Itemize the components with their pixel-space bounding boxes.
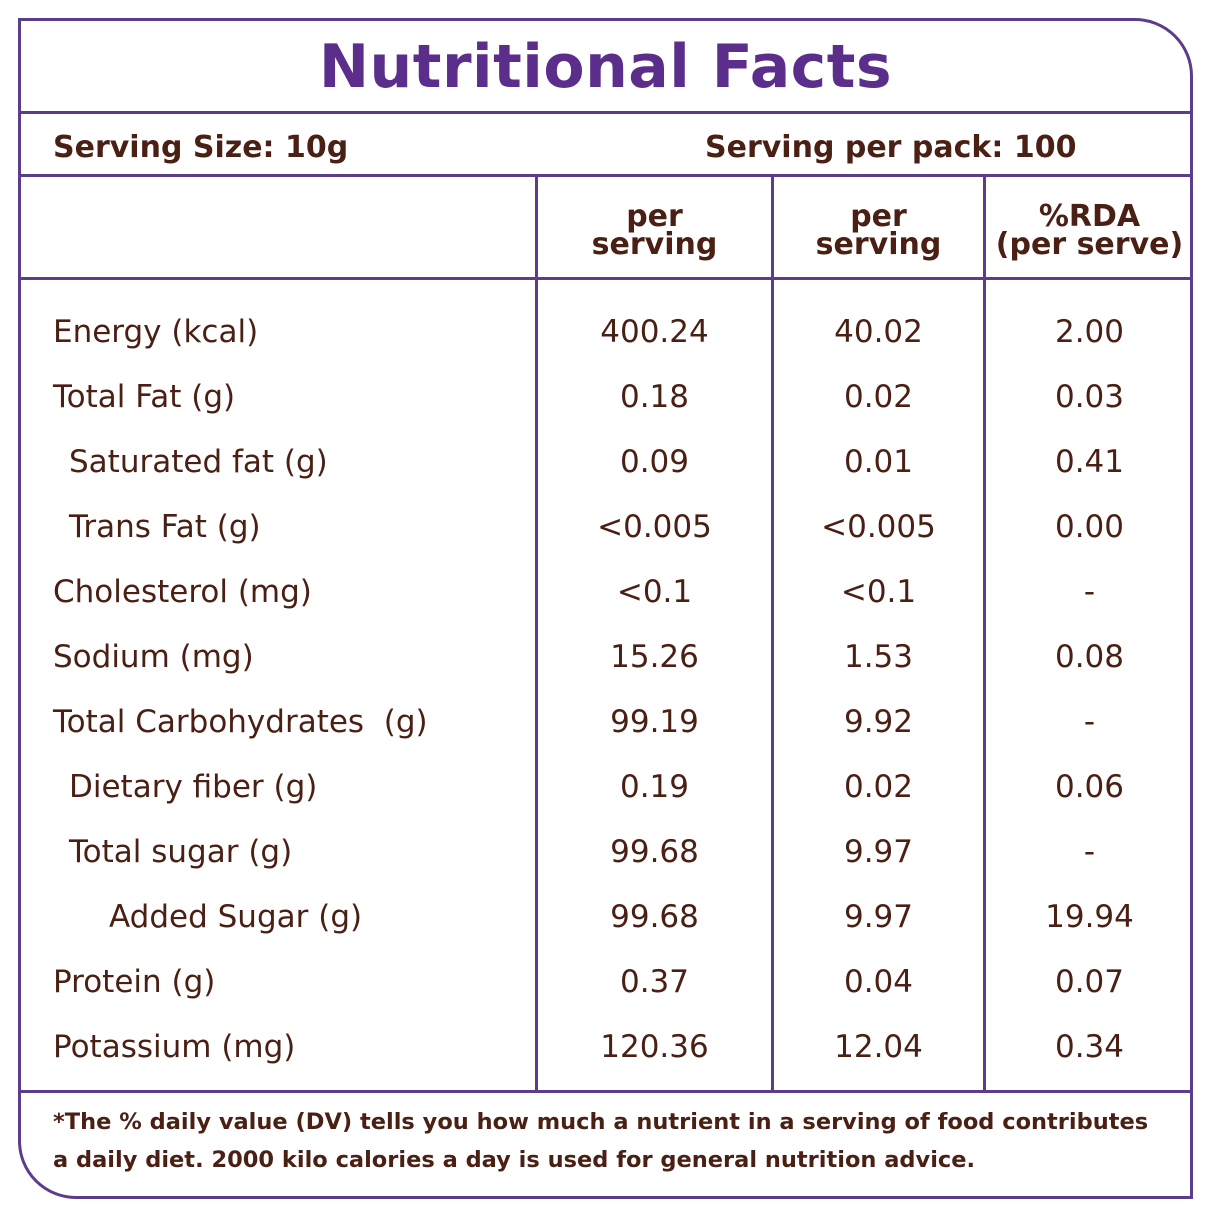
value-per-serving-2: 9.97 <box>843 833 914 870</box>
value-per-serving-1: 0.09 <box>619 443 690 480</box>
value-rda: 0.00 <box>1054 508 1125 545</box>
table-row: Total Fat (g) 0.18 0.02 0.03 <box>21 364 1190 429</box>
column-header-rda: %RDA (per serve) <box>986 181 1190 281</box>
value-per-serving-2: 40.02 <box>834 313 923 350</box>
serving-per-pack: Serving per pack: 100 <box>705 129 1077 165</box>
table-row: Total sugar (g) 99.68 9.97 - <box>21 819 1190 884</box>
value-per-serving-2: 0.04 <box>843 963 914 1000</box>
value-per-serving-2: 1.53 <box>843 638 914 675</box>
value-rda: 19.94 <box>1045 898 1134 935</box>
value-per-serving-1: 0.19 <box>619 768 690 805</box>
value-per-serving-1: 99.19 <box>610 703 699 740</box>
value-per-serving-2: <0.005 <box>821 508 936 545</box>
value-rda: 0.41 <box>1054 443 1125 480</box>
nutrient-label: Saturated fat (g) <box>69 443 328 480</box>
value-per-serving-1: 120.36 <box>600 1028 709 1065</box>
column-divider <box>771 177 774 1091</box>
value-per-serving-2: 12.04 <box>834 1028 923 1065</box>
value-per-serving-1: 0.37 <box>619 963 690 1000</box>
divider <box>21 174 1190 177</box>
nutrient-label: Sodium (mg) <box>53 638 254 675</box>
column-header-line: serving <box>591 227 718 262</box>
nutrition-facts-panel: Nutritional Facts Serving Size: 10g Serv… <box>18 18 1193 1199</box>
column-divider <box>535 177 538 1091</box>
value-per-serving-1: 400.24 <box>600 313 709 350</box>
page-title: Nutritional Facts <box>318 32 893 102</box>
divider <box>21 111 1190 114</box>
value-per-serving-2: 0.01 <box>843 443 914 480</box>
value-per-serving-1: 99.68 <box>610 833 699 870</box>
column-header-line: per <box>626 199 683 234</box>
value-per-serving-1: 0.18 <box>619 378 690 415</box>
divider <box>21 1090 1190 1093</box>
nutrient-label: Protein (g) <box>53 963 216 1000</box>
value-rda: - <box>1083 573 1096 610</box>
nutrient-label: Dietary fiber (g) <box>69 768 318 805</box>
column-header-per-serving-2: per serving <box>774 181 983 281</box>
value-per-serving-2: 0.02 <box>843 768 914 805</box>
value-per-serving-2: 9.92 <box>843 703 914 740</box>
nutrient-label: Total Fat (g) <box>53 378 236 415</box>
table-row: Total Carbohydrates (g) 99.19 9.92 - <box>21 689 1190 754</box>
column-header-line: (per serve) <box>995 227 1184 262</box>
value-rda: - <box>1083 833 1096 870</box>
serving-size: Serving Size: 10g <box>53 129 349 165</box>
column-header-line: %RDA <box>1038 199 1141 234</box>
table-row: Potassium (mg) 120.36 12.04 0.34 <box>21 1014 1190 1079</box>
nutrient-label: Added Sugar (g) <box>109 898 363 935</box>
table-row: Protein (g) 0.37 0.04 0.07 <box>21 949 1190 1014</box>
nutrient-label: Cholesterol (mg) <box>53 573 312 610</box>
value-per-serving-2: 9.97 <box>843 898 914 935</box>
column-header-line: serving <box>815 227 942 262</box>
column-header-line: per <box>850 199 907 234</box>
table-row: Sodium (mg) 15.26 1.53 0.08 <box>21 624 1190 689</box>
nutrient-label: Total Carbohydrates (g) <box>53 703 428 740</box>
table-row: Added Sugar (g) 99.68 9.97 19.94 <box>21 884 1190 949</box>
value-per-serving-1: <0.1 <box>616 573 693 610</box>
footnote: *The % daily value (DV) tells you how mu… <box>53 1109 1149 1173</box>
value-per-serving-2: 0.02 <box>843 378 914 415</box>
table-row: Trans Fat (g) <0.005 <0.005 0.00 <box>21 494 1190 559</box>
value-per-serving-1: <0.005 <box>597 508 712 545</box>
value-per-serving-2: <0.1 <box>840 573 917 610</box>
value-rda: 0.06 <box>1054 768 1125 805</box>
value-rda: 0.03 <box>1054 378 1125 415</box>
column-header-per-serving-1: per serving <box>538 181 771 281</box>
table-row: Saturated fat (g) 0.09 0.01 0.41 <box>21 429 1190 494</box>
table-row: Cholesterol (mg) <0.1 <0.1 - <box>21 559 1190 624</box>
table-row: Dietary fiber (g) 0.19 0.02 0.06 <box>21 754 1190 819</box>
table-row: Energy (kcal) 400.24 40.02 2.00 <box>21 299 1190 364</box>
nutrient-label: Energy (kcal) <box>53 313 259 350</box>
nutrient-label: Trans Fat (g) <box>69 508 261 545</box>
nutrient-label: Potassium (mg) <box>53 1028 296 1065</box>
divider <box>21 277 1190 280</box>
value-per-serving-1: 15.26 <box>610 638 699 675</box>
value-per-serving-1: 99.68 <box>610 898 699 935</box>
value-rda: - <box>1083 703 1096 740</box>
value-rda: 2.00 <box>1054 313 1125 350</box>
value-rda: 0.34 <box>1054 1028 1125 1065</box>
value-rda: 0.07 <box>1054 963 1125 1000</box>
value-rda: 0.08 <box>1054 638 1125 675</box>
column-divider <box>983 177 986 1091</box>
nutrient-label: Total sugar (g) <box>69 833 293 870</box>
